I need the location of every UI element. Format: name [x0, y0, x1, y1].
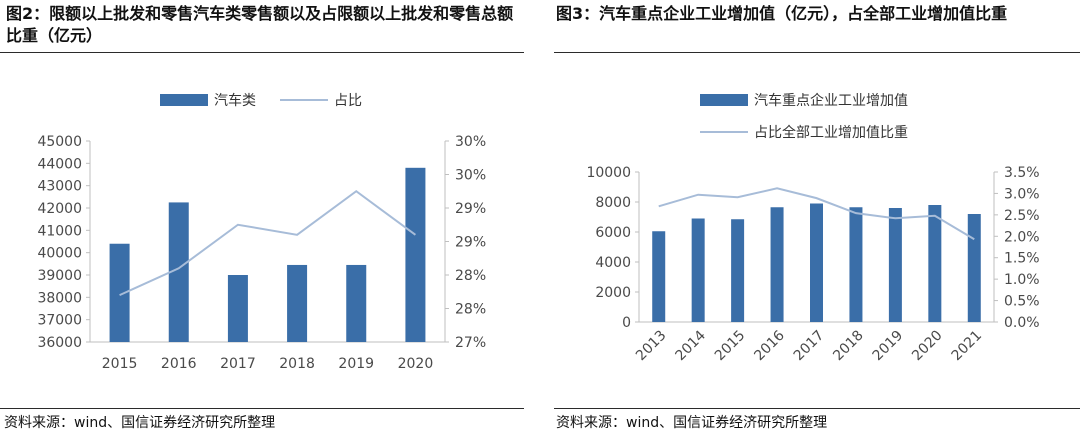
bar: [346, 264, 367, 342]
y-right-tick-label: 30%: [455, 134, 486, 150]
bar: [810, 203, 823, 322]
legend-label-bar: 汽车重点企业工业增加值: [754, 92, 908, 109]
y-right-tick-label: 29%: [455, 201, 486, 217]
y-left-tick-label: 43000: [37, 179, 82, 195]
x-tick-label: 2019: [338, 356, 374, 372]
chart-title: 图3：汽车重点企业工业增加值（亿元），占全部工业增加值比重: [556, 4, 1008, 23]
y-left-tick-label: 10000: [586, 165, 631, 181]
bar: [967, 214, 981, 322]
bar: [227, 275, 248, 342]
x-tick-label: 2021: [949, 328, 986, 365]
x-tick-label: 2020: [909, 328, 946, 365]
y-left-tick-label: 8000: [595, 195, 631, 211]
y-left-tick-label: 40000: [37, 246, 82, 262]
bar: [405, 167, 426, 342]
y-right-tick-label: 28%: [455, 268, 486, 284]
y-right-tick-label: 3.5%: [1004, 165, 1040, 181]
bar: [691, 218, 705, 322]
chart-panel-right: 图3：汽车重点企业工业增加值（亿元），占全部工业增加值比重 汽车重点企业工业增加…: [554, 0, 1080, 436]
y-left-tick-label: 45000: [37, 134, 82, 150]
bar: [287, 264, 308, 342]
legend-swatch-bar: [700, 94, 748, 106]
legend-label-line: 占比: [334, 93, 362, 109]
bar: [109, 243, 130, 342]
y-right-tick-label: 28%: [455, 302, 486, 318]
bar: [652, 231, 666, 322]
x-tick-label: 2020: [398, 356, 434, 372]
y-right-tick-label: 1.5%: [1004, 251, 1040, 267]
bar: [168, 202, 189, 342]
y-left-tick-label: 44000: [37, 156, 82, 172]
y-right-tick-label: 1.0%: [1004, 272, 1040, 288]
legend-label-line: 占比全部工业增加值比重: [754, 124, 908, 141]
bar: [731, 219, 745, 322]
share-line: [658, 187, 975, 241]
y-left-tick-label: 0: [622, 315, 631, 331]
legend-label-bar: 汽车类: [214, 92, 256, 109]
legend-swatch-bar: [160, 94, 208, 106]
y-left-tick-label: 6000: [595, 225, 631, 241]
x-tick-label: 2018: [830, 328, 867, 365]
y-left-tick-label: 42000: [37, 201, 82, 217]
x-tick-label: 2016: [161, 356, 197, 372]
title-divider: [554, 52, 1080, 53]
y-right-tick-label: 27%: [455, 335, 486, 351]
chart-left: 汽车类 占比 36000 37000 38000 39000 40000 41000 42000…: [37, 92, 486, 372]
bar: [928, 205, 942, 322]
y-right-tick-label: 3.0%: [1004, 186, 1040, 202]
x-tick-label: 2014: [672, 327, 709, 364]
x-tick-label: 2018: [279, 356, 315, 372]
source-divider: [0, 408, 524, 409]
y-left-tick-label: 2000: [595, 285, 631, 301]
x-tick-label: 2015: [712, 328, 749, 365]
x-tick-label: 2017: [220, 356, 256, 372]
y-left-tick-label: 4000: [595, 255, 631, 271]
y-right-tick-label: 2.0%: [1004, 229, 1040, 245]
x-tick-label: 2019: [870, 328, 907, 365]
x-tick-label: 2015: [102, 356, 138, 372]
bar: [888, 208, 902, 322]
y-right-tick-label: 29%: [455, 235, 486, 251]
chart-panel-left: 图2：限额以上批发和零售汽车类零售额以及占限额以上批发和零售总额比重（亿元） 汽…: [0, 0, 524, 436]
y-left-tick-label: 37000: [37, 313, 82, 329]
y-left-tick-label: 38000: [37, 290, 82, 306]
y-left-tick-label: 39000: [37, 268, 82, 284]
title-divider: [0, 52, 524, 53]
x-tick-label: 2013: [633, 328, 670, 365]
y-right-tick-label: 30%: [455, 168, 486, 184]
share-line: [119, 190, 417, 297]
source-divider: [554, 408, 1080, 409]
y-left-tick-label: 41000: [37, 223, 82, 239]
x-tick-label: 2017: [791, 328, 828, 365]
source-note: 资料来源：wind、国信证券经济研究所整理: [556, 415, 828, 431]
y-left-tick-label: 36000: [37, 335, 82, 351]
y-right-tick-label: 0.5%: [1004, 294, 1040, 310]
x-tick-label: 2016: [751, 327, 788, 364]
bar: [849, 207, 863, 322]
source-note: 资料来源：wind、国信证券经济研究所整理: [4, 415, 276, 431]
chart-title: 图2：限额以上批发和零售汽车类零售额以及占限额以上批发和零售总额比重（亿元）: [6, 4, 514, 45]
y-right-tick-label: 2.5%: [1004, 208, 1040, 224]
y-right-tick-label: 0.0%: [1004, 315, 1040, 331]
bar: [770, 207, 784, 322]
